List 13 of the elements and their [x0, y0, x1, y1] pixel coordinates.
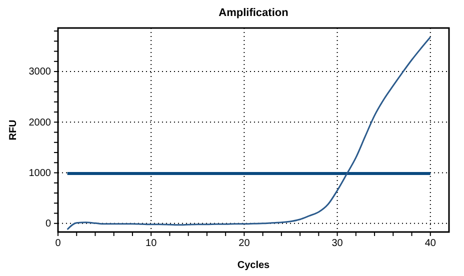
- y-tick-label: 2000: [28, 117, 52, 128]
- y-tick-label: 0: [45, 218, 52, 230]
- y-tick-label: 1000: [28, 168, 52, 179]
- y-axis-title: RFU: [8, 120, 19, 140]
- x-tick-label: 10: [146, 238, 158, 250]
- y-tick-label: 3000: [28, 66, 52, 78]
- x-tick-label: 20: [238, 238, 250, 250]
- x-tick-label: 30: [332, 238, 344, 250]
- x-tick-label: 0: [55, 238, 62, 250]
- x-axis-title: Cycles: [237, 260, 270, 271]
- x-tick-label: 40: [424, 238, 436, 250]
- line-series: [66, 36, 432, 230]
- chart-title: Amplification: [218, 7, 289, 19]
